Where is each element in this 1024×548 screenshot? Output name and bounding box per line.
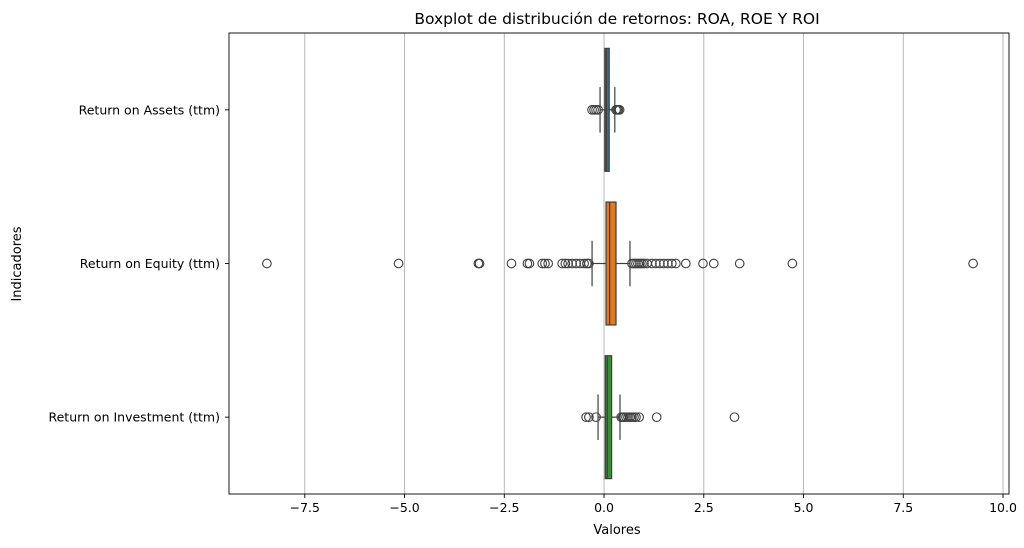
outlier-point <box>708 258 719 269</box>
y-tick-label: Return on Equity (ttm) <box>80 256 220 271</box>
outlier-point <box>571 258 581 269</box>
outlier-point <box>655 258 665 269</box>
y-tick-label: Return on Investment (ttm) <box>48 410 220 425</box>
x-tick-label: 7.5 <box>893 500 913 515</box>
outlier-point <box>584 258 594 269</box>
outlier-point <box>639 258 649 269</box>
y-tick-label: Return on Assets (ttm) <box>79 102 220 117</box>
box-iqr <box>605 201 617 326</box>
y-axis-label: Indicadores <box>10 226 25 301</box>
outlier-point <box>543 258 554 269</box>
outlier-point <box>506 258 517 269</box>
outlier-point <box>474 258 485 269</box>
outlier-point <box>591 412 601 423</box>
outlier-point <box>729 412 740 423</box>
outlier-point <box>262 258 272 269</box>
outlier-point <box>659 258 669 269</box>
x-tick-label: 10.0 <box>989 500 1017 515</box>
outlier-point <box>631 412 641 423</box>
outlier-point <box>581 412 591 423</box>
outlier-point <box>671 258 681 269</box>
outlier-point <box>968 258 978 269</box>
box-roa <box>599 47 616 172</box>
outlier-point <box>651 412 662 423</box>
outlier-point <box>698 258 708 269</box>
x-axis-label: Valores <box>593 523 640 538</box>
outlier-point <box>680 258 691 269</box>
x-gridlines <box>304 33 1004 494</box>
outlier-point <box>560 258 571 269</box>
box-iqr <box>604 355 613 480</box>
x-tick-label: −2.5 <box>489 500 519 515</box>
y-axis: Return on Assets (ttm) Return on Equity (… <box>48 102 229 425</box>
x-tick-label: −7.5 <box>290 500 320 515</box>
outlier-point <box>614 104 625 115</box>
outlier-point <box>647 258 657 269</box>
outlier-point <box>734 258 745 269</box>
outlier-point <box>522 258 533 269</box>
outlier-point <box>593 104 603 115</box>
outlier-point <box>634 412 644 423</box>
outlier-point <box>540 258 550 269</box>
x-tick-label: −5.0 <box>389 500 419 515</box>
outlier-point <box>567 258 577 269</box>
box-series <box>591 47 631 480</box>
outlier-point <box>524 258 535 269</box>
outlier-point <box>393 258 404 269</box>
outlier-point <box>537 258 548 269</box>
x-axis: −7.5 −5.0 −2.5 0.0 2.5 5.0 7.5 10.0 <box>290 494 1017 515</box>
outlier-point <box>579 258 589 269</box>
outlier-point <box>563 258 573 269</box>
x-tick-label: 2.5 <box>694 500 714 515</box>
x-tick-label: 0.0 <box>594 500 614 515</box>
x-tick-label: 5.0 <box>794 500 814 515</box>
outlier-points <box>262 104 978 423</box>
outlier-point <box>667 258 677 269</box>
outlier-point <box>663 258 673 269</box>
box-roe <box>591 201 631 326</box>
outlier-point <box>557 258 567 269</box>
outlier-point <box>651 258 661 269</box>
chart-title: Boxplot de distribución de retornos: ROA… <box>414 10 819 28</box>
outlier-point <box>584 412 594 423</box>
outlier-point <box>787 258 798 269</box>
